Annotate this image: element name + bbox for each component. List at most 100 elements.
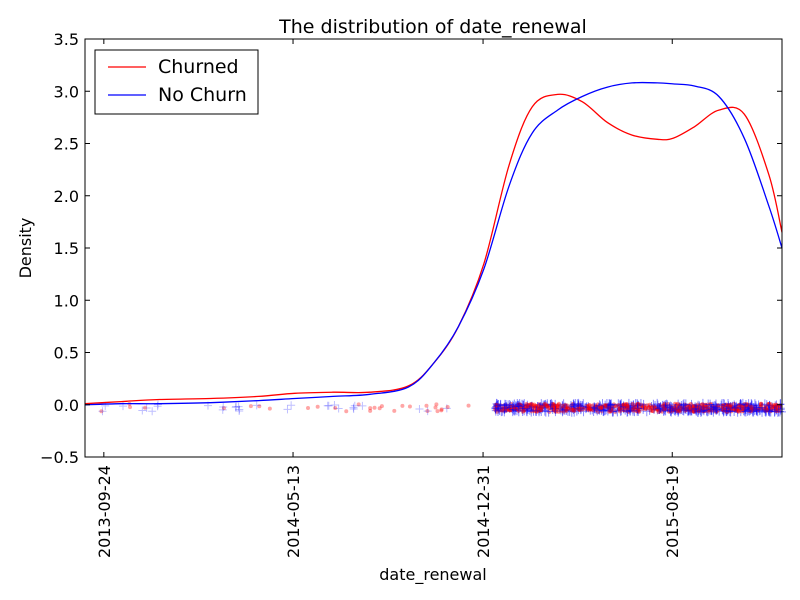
rug-mark-churned	[552, 404, 557, 410]
rug-mark-churned	[257, 404, 262, 409]
rug-mark-no-churn	[287, 401, 296, 410]
rug-mark-churned	[688, 408, 693, 413]
rug-mark-churned	[649, 405, 655, 411]
rug-mark-no-churn	[588, 404, 597, 415]
rug-mark-churned	[715, 403, 721, 408]
rug-mark-churned	[572, 407, 577, 412]
rug-mark-no-churn	[750, 399, 759, 410]
rug-mark-no-churn	[674, 405, 683, 416]
rug-mark-churned	[611, 404, 617, 409]
rug-mark-churned	[655, 407, 660, 412]
rug-mark-no-churn	[675, 402, 684, 413]
rug-mark-no-churn	[773, 406, 782, 417]
rug-mark-no-churn	[653, 404, 662, 415]
rug-mark-churned	[675, 401, 680, 407]
rug-mark-no-churn	[491, 405, 500, 416]
rug-mark-no-churn	[709, 402, 718, 413]
rug-mark-no-churn	[496, 399, 505, 410]
rug-mark-churned	[493, 407, 498, 412]
rug-mark-churned	[705, 408, 710, 413]
rug-mark-no-churn	[653, 400, 662, 411]
rug-mark-no-churn	[688, 402, 697, 413]
rug-mark-no-churn	[747, 400, 756, 411]
rug-mark-churned	[660, 403, 665, 409]
rug-mark-churned	[563, 403, 568, 409]
rug-mark-churned	[564, 408, 569, 413]
rug-mark-no-churn	[699, 402, 708, 413]
rug-mark-no-churn	[569, 399, 578, 410]
rug-mark-churned	[662, 405, 668, 411]
rug-mark-no-churn	[599, 405, 608, 416]
rug-mark-churned	[669, 406, 674, 411]
rug-mark-churned	[748, 407, 753, 412]
rug-mark-churned	[659, 409, 665, 414]
rug-mark-churned	[679, 406, 685, 411]
rug-mark-no-churn	[691, 403, 700, 414]
rug-mark-churned	[624, 404, 630, 410]
rug-mark-no-churn	[746, 402, 755, 413]
rug-mark-no-churn	[510, 405, 519, 416]
rug-mark-no-churn	[562, 404, 571, 415]
rug-mark-churned	[606, 403, 611, 408]
rug-mark-churned	[577, 404, 583, 409]
rug-mark-churned	[621, 403, 626, 408]
rug-mark-no-churn	[733, 404, 742, 415]
rug-mark-no-churn	[671, 405, 680, 416]
rug-mark-no-churn	[619, 402, 628, 413]
rug-mark-churned	[493, 405, 498, 411]
rug-mark-churned	[669, 409, 675, 414]
rug-mark-churned	[598, 405, 603, 411]
rug-mark-no-churn	[750, 404, 759, 415]
rug-mark-no-churn	[681, 403, 690, 414]
rug-mark-no-churn	[627, 401, 636, 412]
rug-mark-churned	[677, 403, 682, 409]
rug-mark-no-churn	[659, 406, 668, 417]
rug-mark-churned	[774, 404, 779, 409]
rug-mark-churned	[732, 407, 738, 412]
rug-mark-churned	[506, 406, 511, 411]
rug-mark-no-churn	[513, 400, 522, 411]
rug-mark-no-churn	[753, 406, 762, 417]
rug-mark-churned	[741, 408, 746, 413]
rug-mark-no-churn	[762, 400, 771, 411]
rug-mark-churned	[634, 408, 639, 414]
rug-mark-churned	[538, 405, 543, 410]
rug-mark-no-churn	[673, 404, 682, 415]
rug-mark-no-churn	[751, 400, 760, 411]
rug-mark-no-churn	[527, 406, 536, 417]
rug-mark-no-churn	[515, 398, 524, 409]
rug-mark-no-churn	[666, 405, 675, 416]
rug-mark-no-churn	[721, 405, 730, 416]
rug-mark-churned	[536, 408, 541, 413]
rug-mark-churned	[667, 406, 672, 411]
rug-mark-no-churn	[633, 403, 642, 414]
rug-mark-churned	[128, 405, 133, 410]
rug-mark-no-churn	[746, 402, 755, 413]
rug-mark-churned	[602, 403, 608, 408]
rug-mark-churned	[528, 402, 533, 407]
rug-mark-no-churn	[570, 403, 579, 414]
x-tick-label: 2014-12-31	[474, 465, 493, 558]
rug-mark-churned	[726, 403, 731, 409]
rug-mark-churned	[584, 404, 589, 409]
rug-mark-no-churn	[765, 401, 774, 412]
rug-mark-churned	[616, 403, 621, 408]
rug-mark-churned	[527, 403, 533, 408]
rug-mark-no-churn	[578, 401, 587, 412]
rug-mark-churned	[750, 408, 756, 413]
rug-mark-no-churn	[550, 403, 559, 414]
rug-mark-no-churn	[667, 402, 676, 413]
rug-mark-no-churn	[525, 404, 534, 415]
rug-mark-no-churn	[494, 399, 503, 410]
rug-mark-no-churn	[670, 404, 679, 415]
rug-mark-no-churn	[746, 404, 755, 415]
rug-mark-no-churn	[743, 405, 752, 416]
rug-mark-no-churn	[623, 406, 632, 417]
rug-mark-churned	[611, 402, 617, 407]
rug-mark-no-churn	[535, 404, 544, 415]
rug-mark-churned	[755, 408, 760, 413]
rug-mark-churned	[625, 408, 631, 413]
rug-mark-churned	[599, 405, 604, 410]
rug-mark-no-churn	[536, 403, 545, 414]
rug-mark-churned	[544, 403, 549, 408]
